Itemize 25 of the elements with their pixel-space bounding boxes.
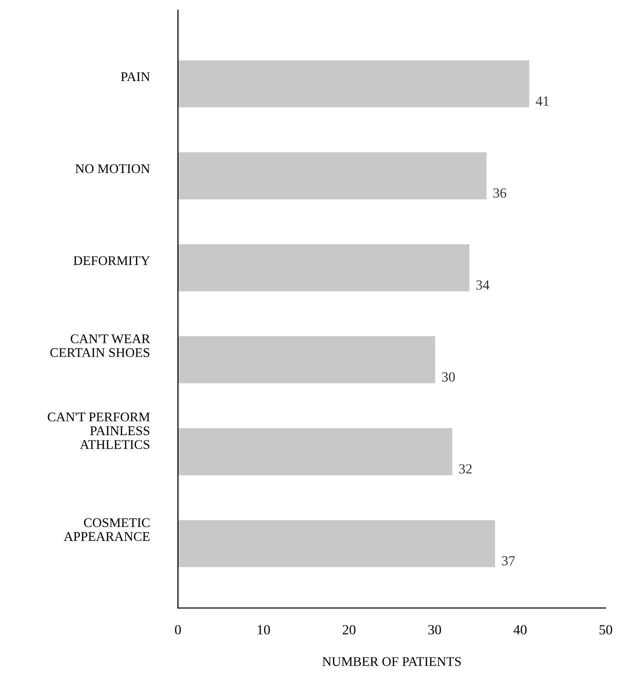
data-label: 36 bbox=[493, 188, 506, 198]
data-label: 41 bbox=[536, 96, 549, 106]
x-tick-label: 40 bbox=[514, 625, 527, 634]
x-tick-label: 0 bbox=[174, 625, 181, 634]
data-label: 30 bbox=[442, 372, 455, 382]
x-tick-label: 10 bbox=[258, 625, 270, 634]
y-tick-label: DEFORMITY bbox=[74, 256, 150, 266]
x-tick-label: 30 bbox=[428, 625, 442, 634]
y-tick-label: PAIN bbox=[120, 72, 150, 82]
bar bbox=[178, 244, 470, 292]
bar bbox=[178, 520, 496, 568]
bar bbox=[178, 60, 530, 108]
data-label: 34 bbox=[476, 280, 490, 290]
bar bbox=[178, 336, 436, 384]
data-label: 37 bbox=[502, 556, 515, 566]
x-axis-title: NUMBER OF PATIENTS bbox=[322, 657, 461, 666]
x-tick-label: 20 bbox=[342, 625, 356, 634]
y-tick-label: CAN'T WEAR CERTAIN SHOES bbox=[50, 334, 150, 358]
y-tick-label: CAN'T PERFORM PAINLESS ATHLETICS bbox=[48, 412, 150, 449]
x-tick-label: 50 bbox=[600, 625, 612, 634]
bar bbox=[178, 428, 452, 476]
bar bbox=[178, 152, 487, 200]
y-tick-label: NO MOTION bbox=[75, 164, 150, 174]
y-tick-label: COSMETIC APPEARANCE bbox=[64, 518, 150, 541]
data-label: 32 bbox=[459, 464, 472, 474]
